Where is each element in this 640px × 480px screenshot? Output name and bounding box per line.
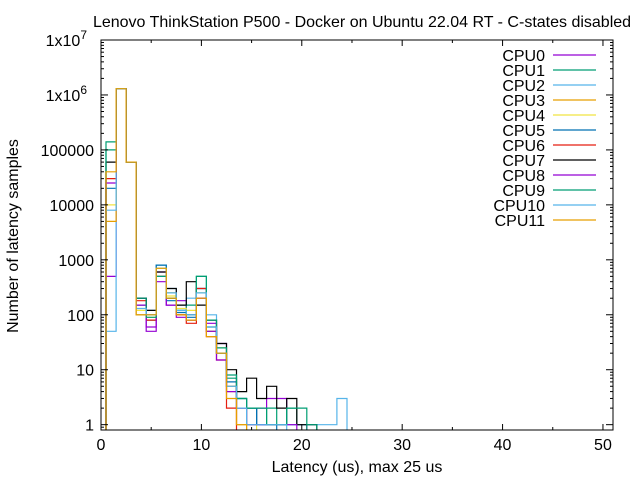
series-line-cpu5 — [105, 88, 278, 430]
x-tick-label: 50 — [594, 437, 612, 454]
plot-area — [105, 88, 348, 430]
legend: CPU0CPU1CPU2CPU3CPU4CPU5CPU6CPU7CPU8CPU9… — [493, 48, 596, 230]
y-tick-label: 100 — [67, 308, 94, 325]
series-line-cpu3 — [105, 88, 248, 430]
x-tick-label: 10 — [192, 437, 210, 454]
legend-label: CPU1 — [502, 63, 545, 80]
y-axis-label: Number of latency samples — [5, 139, 22, 333]
chart-title: Lenovo ThinkStation P500 - Docker on Ubu… — [93, 14, 631, 31]
y-tick-label: 10000 — [50, 198, 95, 215]
legend-label: CPU7 — [502, 153, 545, 170]
y-tick-label: 1 — [85, 418, 94, 435]
x-tick-label: 0 — [97, 437, 106, 454]
x-tick-label: 30 — [393, 437, 411, 454]
x-tick-label: 40 — [494, 437, 512, 454]
legend-label: CPU3 — [502, 93, 545, 110]
legend-label: CPU8 — [502, 168, 545, 185]
legend-label: CPU11 — [495, 213, 545, 230]
x-axis: 0 10 20 30 40 50 — [97, 40, 612, 454]
legend-label: CPU0 — [502, 48, 545, 65]
legend-label: CPU9 — [502, 183, 545, 200]
series-line-cpu11 — [105, 88, 248, 430]
legend-label: CPU10 — [493, 198, 545, 215]
y-tick-label: 1000 — [58, 253, 94, 270]
y-tick-label: 100000 — [41, 143, 94, 160]
y-tick-label: 1x107 — [46, 28, 88, 50]
series-line-cpu4 — [105, 88, 258, 430]
y-tick-label: 10 — [76, 363, 94, 380]
series-line-cpu9 — [105, 88, 318, 430]
plot-border — [100, 39, 614, 431]
series-line-cpu8 — [105, 88, 298, 430]
series-line-cpu7 — [105, 88, 318, 430]
x-tick-label: 20 — [293, 437, 311, 454]
legend-label: CPU6 — [502, 138, 545, 155]
legend-label: CPU4 — [502, 108, 545, 125]
x-axis-label: Latency (us), max 25 us — [272, 459, 443, 476]
y-axis: 1 10 100 1000 10000 100000 1x106 1x107 — [41, 28, 613, 435]
series-line-cpu10 — [105, 88, 288, 430]
legend-label: CPU2 — [502, 78, 545, 95]
legend-label: CPU5 — [502, 123, 545, 140]
y-tick-label: 1x106 — [46, 83, 88, 105]
